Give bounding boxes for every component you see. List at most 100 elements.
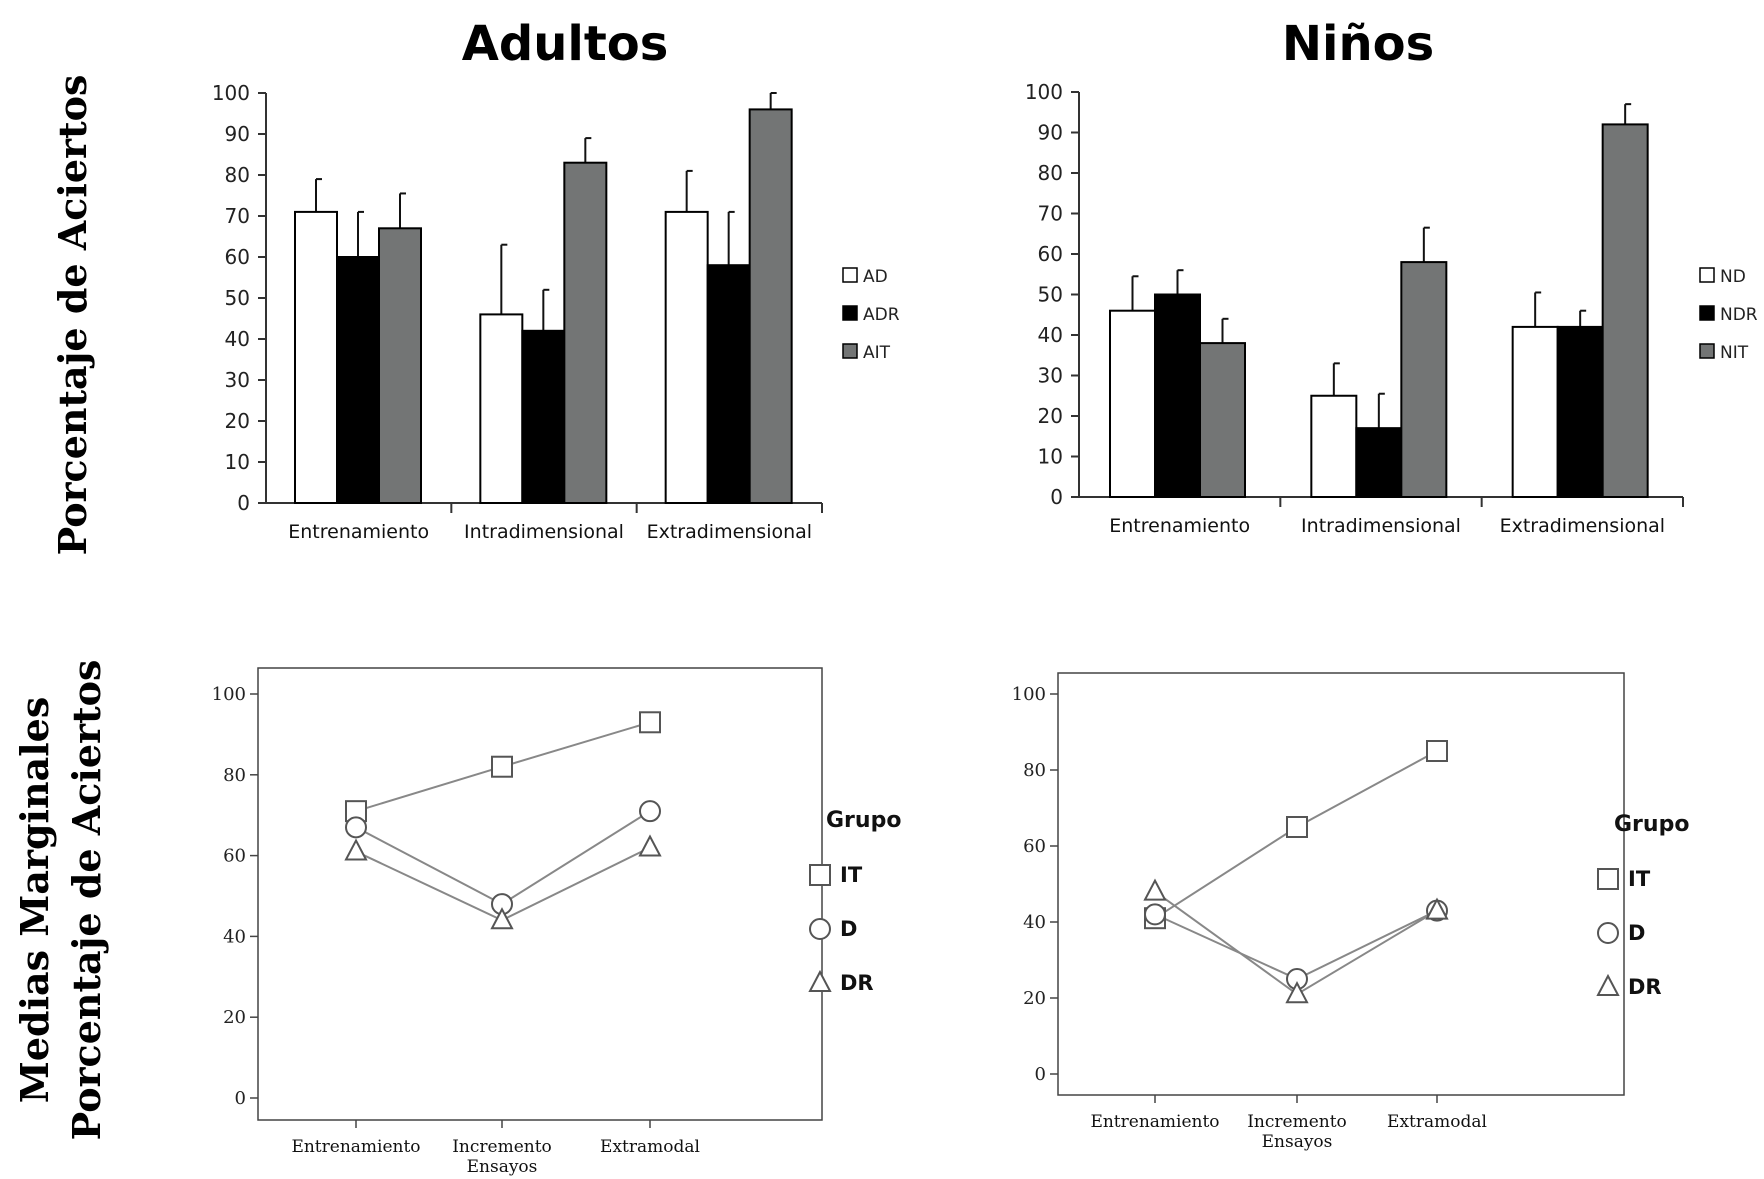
bar-ait-2 — [748, 108, 793, 505]
legend-label-ait: AIT — [863, 343, 891, 363]
legend-marker-dr — [1596, 973, 1620, 996]
bar-nd-2 — [1511, 325, 1559, 498]
legend-marker-d — [809, 918, 831, 940]
y-tick-label: 50 — [225, 286, 250, 310]
x-category-label: Entrenamiento — [288, 521, 429, 543]
y-tick-label: 100 — [1012, 684, 1046, 705]
legend-swatch-ndr — [1699, 305, 1715, 321]
y-tick-label: 40 — [1038, 323, 1063, 347]
point-d-0 — [345, 816, 367, 839]
y-label-top: Porcentaje de Aciertos — [50, 75, 95, 556]
legend-label-it: IT — [840, 863, 863, 887]
plot-frame — [257, 667, 823, 1121]
point-dr-0 — [344, 838, 368, 861]
point-it-2 — [1426, 740, 1448, 762]
y-tick-label: 80 — [225, 163, 250, 187]
y-tick-label: 20 — [1038, 404, 1063, 428]
legend-title: Grupo — [1614, 812, 1689, 837]
bar-nit-1 — [1400, 261, 1448, 498]
title-adults: Adultos — [462, 16, 669, 72]
x-category-label: Incremento Ensayos — [452, 1137, 552, 1177]
y-tick-label: 80 — [1038, 161, 1063, 185]
bar-adr-1 — [521, 329, 566, 504]
y-tick-label: 60 — [225, 245, 250, 269]
legend-swatch-ad — [842, 267, 858, 283]
y-tick-label: 60 — [223, 846, 246, 867]
y-tick-label: 70 — [1038, 202, 1063, 226]
x-category-label: Intradimensional — [464, 521, 624, 543]
y-label-bottom-line2: Porcentaje de Aciertos — [64, 660, 109, 1141]
legend-label-ndr: NDR — [1720, 305, 1758, 325]
legend-label-nit: NIT — [1720, 343, 1749, 363]
bar-nd-1 — [1310, 394, 1358, 498]
legend-label-d: D — [1628, 921, 1645, 945]
y-tick-label: 0 — [237, 491, 250, 515]
x-category-label: Extramodal — [1387, 1112, 1487, 1132]
x-category-label: Extradimensional — [647, 521, 813, 543]
legend-label-nd: ND — [1720, 267, 1746, 287]
point-d-2 — [639, 800, 661, 823]
x-category-label: Entrenamiento — [1090, 1112, 1219, 1132]
chart-children-bar: 0 10 20 30 40 50 60 70 80 90 100 Entrenamiento Intra… — [1025, 80, 1758, 537]
point-it-1 — [491, 755, 513, 778]
legend-marker-dr — [808, 969, 832, 992]
legend-swatch-ait — [842, 343, 858, 359]
point-dr-2 — [1425, 897, 1449, 920]
legend-title: Grupo — [826, 808, 901, 833]
bar-ait-0 — [378, 227, 422, 505]
chart-children-line: 0 20 40 60 80 100 Entrenamiento Incremento Ensay… — [1012, 672, 1689, 1152]
legend-marker-it — [1597, 868, 1619, 890]
x-category-label: Entrenamiento — [1109, 515, 1250, 537]
legend-label-it: IT — [1628, 867, 1651, 891]
y-tick-label: 60 — [1038, 242, 1063, 266]
y-tick-label: 70 — [225, 204, 250, 228]
bar-ad-2 — [664, 210, 709, 504]
point-dr-0 — [1143, 878, 1167, 901]
bar-adr-2 — [706, 264, 751, 505]
x-category-label: Incremento Ensayos — [1247, 1112, 1347, 1152]
title-children: Niños — [1282, 16, 1434, 72]
legend-label-dr: DR — [1628, 975, 1662, 999]
bar-ad-0 — [294, 210, 338, 504]
y-tick-label: 20 — [1023, 988, 1046, 1009]
y-tick-label: 0 — [235, 1088, 246, 1109]
legend-swatch-nit — [1699, 343, 1715, 359]
point-dr-2 — [638, 834, 662, 857]
y-tick-label: 60 — [1023, 836, 1046, 857]
legend-label-dr: DR — [840, 971, 874, 995]
point-dr-1 — [1285, 981, 1309, 1004]
y-tick-label: 30 — [225, 368, 250, 392]
y-tick-label: 40 — [223, 926, 246, 947]
y-tick-label: 40 — [1023, 912, 1046, 933]
plot-frame — [1057, 672, 1625, 1096]
y-tick-label: 20 — [223, 1007, 246, 1028]
y-tick-label: 0 — [1050, 485, 1063, 509]
legend-swatch-nd — [1699, 267, 1715, 283]
chart-adults-bar: 0 10 20 30 40 50 60 70 80 90 100 Entrenamiento Intra… — [212, 81, 900, 543]
point-d-0 — [1144, 903, 1166, 926]
point-it-1 — [1286, 816, 1308, 838]
y-tick-label: 80 — [1023, 760, 1046, 781]
bar-ndr-0 — [1154, 293, 1201, 498]
legend-marker-d — [1597, 922, 1619, 944]
bar-adr-0 — [336, 256, 380, 504]
y-tick-label: 10 — [1038, 445, 1063, 469]
x-category-label: Intradimensional — [1301, 515, 1461, 537]
y-tick-label: 90 — [225, 122, 250, 146]
y-tick-label: 20 — [225, 409, 250, 433]
series-line-d — [355, 810, 651, 906]
y-tick-label: 100 — [1025, 80, 1063, 104]
y-tick-label: 40 — [225, 327, 250, 351]
legend-label-ad: AD — [863, 267, 888, 287]
point-dr-1 — [490, 907, 514, 930]
legend-marker-it — [809, 864, 831, 886]
bar-nd-0 — [1109, 309, 1156, 499]
y-tick-label: 90 — [1038, 121, 1063, 145]
legend-swatch-adr — [842, 305, 858, 321]
point-it-2 — [639, 711, 661, 734]
bar-nit-0 — [1199, 342, 1246, 498]
y-tick-label: 30 — [1038, 364, 1063, 388]
y-tick-label: 100 — [212, 684, 246, 705]
y-label-bottom-line1: Medias Marginales — [12, 697, 57, 1103]
